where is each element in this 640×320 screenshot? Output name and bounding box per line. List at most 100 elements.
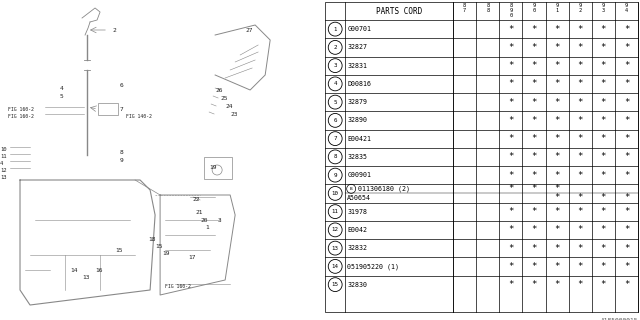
Text: 011306180 (2): 011306180 (2): [358, 186, 410, 192]
Text: 9
1: 9 1: [556, 3, 559, 13]
Text: *: *: [508, 25, 513, 34]
Text: *: *: [601, 225, 606, 234]
Text: *: *: [577, 98, 583, 107]
Text: 9: 9: [120, 158, 124, 163]
Text: *: *: [508, 184, 513, 193]
Text: *: *: [508, 79, 513, 88]
Text: G00701: G00701: [347, 26, 371, 32]
Text: E00421: E00421: [347, 136, 371, 142]
Text: *: *: [624, 61, 629, 70]
Text: *: *: [601, 43, 606, 52]
Text: 11: 11: [332, 209, 339, 214]
Text: A185000015: A185000015: [600, 318, 638, 320]
Text: 5: 5: [333, 100, 337, 105]
Text: 27: 27: [245, 28, 253, 33]
Text: *: *: [554, 152, 560, 161]
Circle shape: [328, 241, 342, 255]
Text: *: *: [577, 171, 583, 180]
Circle shape: [328, 260, 342, 273]
Text: *: *: [601, 116, 606, 125]
Text: *: *: [577, 116, 583, 125]
Text: *: *: [577, 280, 583, 289]
Text: E0042: E0042: [347, 227, 367, 233]
Text: 8
7: 8 7: [463, 3, 466, 13]
Text: *: *: [601, 134, 606, 143]
Text: PARTS CORD: PARTS CORD: [376, 6, 422, 15]
Text: D00816: D00816: [347, 81, 371, 87]
Text: *: *: [624, 225, 629, 234]
Text: 5: 5: [60, 94, 64, 99]
Text: *: *: [624, 171, 629, 180]
Bar: [98, 103, 118, 115]
Text: 32831: 32831: [347, 63, 367, 68]
Text: *: *: [531, 43, 537, 52]
Text: 4: 4: [333, 81, 337, 86]
Text: *: *: [554, 25, 560, 34]
Text: *: *: [531, 171, 537, 180]
Text: 18: 18: [148, 237, 156, 242]
Text: *: *: [624, 262, 629, 271]
Circle shape: [328, 150, 342, 164]
Text: *: *: [554, 98, 560, 107]
Text: *: *: [601, 61, 606, 70]
Text: *: *: [577, 225, 583, 234]
Text: *: *: [508, 280, 513, 289]
Text: *: *: [508, 225, 513, 234]
Text: 32832: 32832: [347, 245, 367, 251]
Text: *: *: [531, 225, 537, 234]
Text: 1: 1: [333, 27, 337, 32]
Text: *: *: [508, 134, 513, 143]
Text: 20: 20: [200, 218, 207, 223]
Text: *: *: [624, 116, 629, 125]
Text: *: *: [554, 207, 560, 216]
Text: *: *: [601, 79, 606, 88]
Text: 16: 16: [95, 268, 102, 273]
Text: 8
9
0: 8 9 0: [509, 3, 513, 18]
Text: 32835: 32835: [347, 154, 367, 160]
Text: 8: 8: [333, 154, 337, 159]
Text: 14: 14: [70, 268, 77, 273]
Text: 7: 7: [120, 107, 124, 112]
Text: *: *: [624, 134, 629, 143]
Text: B: B: [350, 187, 353, 191]
Text: *: *: [554, 116, 560, 125]
Text: FIG 160-2: FIG 160-2: [8, 114, 34, 119]
Text: *: *: [531, 280, 537, 289]
Text: *: *: [531, 134, 537, 143]
Text: 13: 13: [82, 275, 90, 280]
Text: 15: 15: [332, 282, 339, 287]
Text: 31978: 31978: [347, 209, 367, 215]
Text: *: *: [577, 79, 583, 88]
Text: 9: 9: [333, 172, 337, 178]
Text: 9
2: 9 2: [579, 3, 582, 13]
Text: *: *: [554, 79, 560, 88]
Text: *: *: [508, 98, 513, 107]
Text: 22: 22: [192, 197, 200, 202]
Bar: [204, 157, 232, 179]
Text: FIG 160-2: FIG 160-2: [8, 107, 34, 112]
Text: *: *: [531, 207, 537, 216]
Text: *: *: [601, 193, 606, 203]
Text: *: *: [577, 43, 583, 52]
Text: 13: 13: [332, 246, 339, 251]
Circle shape: [328, 187, 342, 200]
Text: *: *: [531, 152, 537, 161]
Text: 10: 10: [0, 147, 6, 152]
Text: 32890: 32890: [347, 117, 367, 124]
Text: *: *: [577, 61, 583, 70]
Text: *: *: [554, 61, 560, 70]
Circle shape: [212, 165, 222, 175]
Text: *: *: [624, 244, 629, 252]
Text: 12: 12: [0, 168, 6, 173]
Text: *: *: [554, 171, 560, 180]
Text: *: *: [508, 61, 513, 70]
Text: *: *: [508, 116, 513, 125]
Text: 8
8: 8 8: [486, 3, 490, 13]
Text: 32879: 32879: [347, 99, 367, 105]
Text: *: *: [531, 79, 537, 88]
Text: *: *: [531, 61, 537, 70]
Text: 10: 10: [332, 191, 339, 196]
Text: *: *: [554, 193, 560, 203]
Text: *: *: [624, 25, 629, 34]
Text: *: *: [531, 116, 537, 125]
